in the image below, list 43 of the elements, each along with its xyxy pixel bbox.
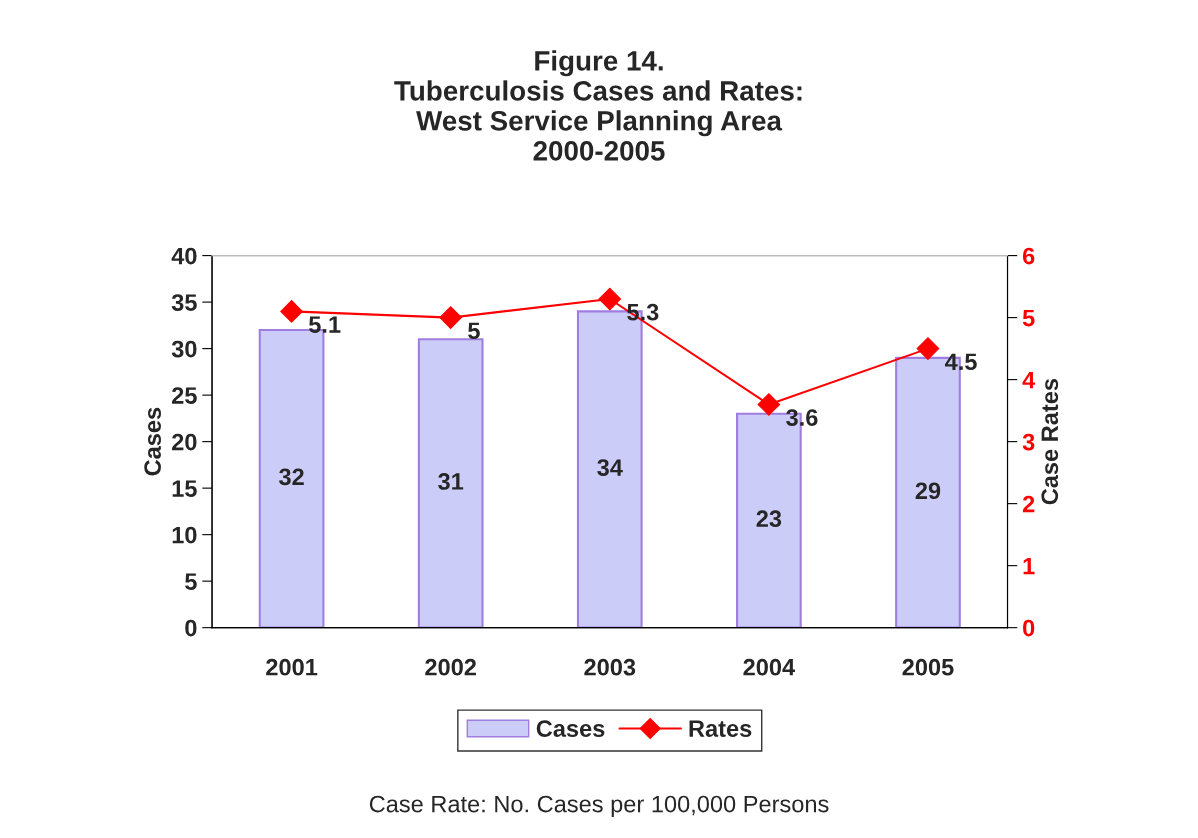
point xyxy=(280,300,303,323)
point xyxy=(916,337,940,360)
text: Case Rate: No. Cases per 100,000 Persons xyxy=(369,795,829,818)
point xyxy=(598,287,622,311)
y2-tick-label: 3 xyxy=(1022,433,1035,451)
x-tick-label: 2002 xyxy=(425,658,477,676)
data-label: 31 xyxy=(438,473,464,490)
legend-label: Rates xyxy=(689,720,752,737)
y-tick-label: 0 xyxy=(185,619,197,637)
point xyxy=(439,306,463,329)
x-tick-label: 2005 xyxy=(902,658,954,676)
y-tick-label: 40 xyxy=(171,247,197,265)
data-label: 23 xyxy=(756,510,782,528)
legend-label: Cases xyxy=(536,720,605,737)
y2-tick-label: 6 xyxy=(1022,247,1035,265)
y2-tick-label: 0 xyxy=(1023,619,1035,637)
y-tick-label: 5 xyxy=(185,573,197,590)
data-label: 32 xyxy=(279,468,304,486)
y-tick-label: 15 xyxy=(172,480,197,497)
y2-tick-label: 4 xyxy=(1022,371,1036,389)
y-axis-title: Cases xyxy=(144,407,161,476)
point xyxy=(757,393,781,416)
x-tick-label: 2004 xyxy=(743,658,796,676)
y-tick-label: 20 xyxy=(172,433,197,451)
data-label: 5.3 xyxy=(627,303,659,321)
x-tick-label: 2001 xyxy=(266,658,318,676)
y-tick-label: 30 xyxy=(171,340,197,358)
chart-title: Figure 14. Tuberculosis Cases and Rates: West Service Planning Area 2000-2005 xyxy=(394,50,802,161)
bar xyxy=(417,338,484,628)
y2-tick-label: 2 xyxy=(1022,495,1035,513)
y2-tick-label: 1 xyxy=(1023,557,1035,575)
data-label: 3.6 xyxy=(786,409,818,426)
data-label: 5 xyxy=(468,322,480,340)
data-label: 5.1 xyxy=(308,316,341,333)
x-tick-label: 2003 xyxy=(584,658,636,676)
y-tick-label: 10 xyxy=(172,526,197,544)
y2-tick-label: 5 xyxy=(1022,309,1035,327)
y2-axis-title: Case Rates xyxy=(1041,378,1059,505)
y-tick-label: 25 xyxy=(172,387,197,404)
data-label: 4.5 xyxy=(945,353,977,371)
data-label: 34 xyxy=(597,459,623,476)
y-tick-label: 35 xyxy=(171,294,197,311)
data-label: 29 xyxy=(915,482,941,500)
